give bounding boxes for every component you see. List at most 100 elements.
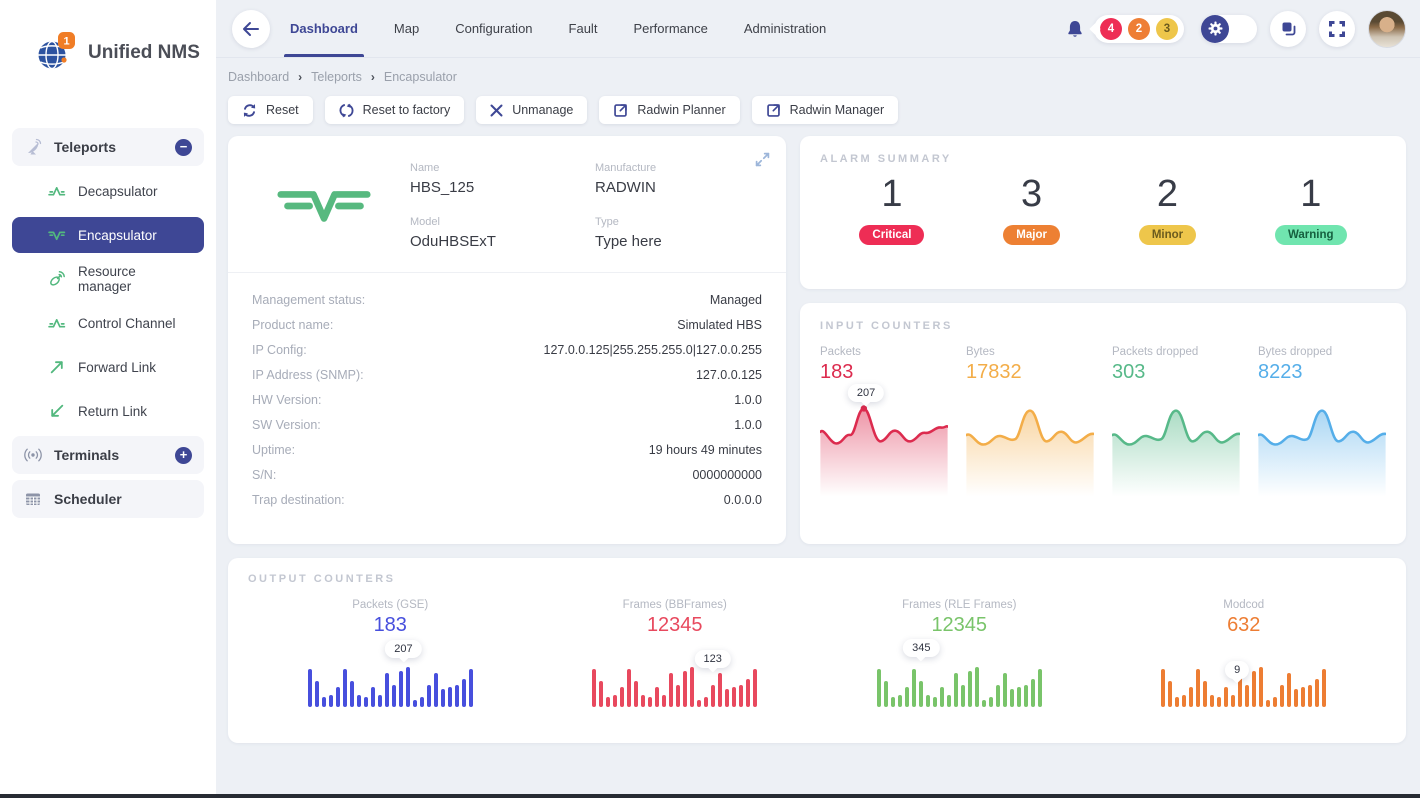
bar <box>1196 669 1201 707</box>
bar-chart: 9 <box>1161 661 1327 707</box>
bar <box>412 700 417 707</box>
bar <box>377 695 382 707</box>
bar <box>613 695 618 707</box>
minor-count-badge[interactable]: 3 <box>1156 17 1178 40</box>
bar <box>1252 671 1257 707</box>
detail-value: 1.0.0 <box>734 417 762 432</box>
alarm-count: 2 <box>1156 173 1179 215</box>
avatar[interactable] <box>1368 9 1406 48</box>
device-detail-row: SW Version: 1.0.0 <box>252 412 762 437</box>
sidebar-item-scheduler[interactable]: Scheduler <box>12 480 204 518</box>
external-link-icon <box>766 103 780 117</box>
detail-value: 1.0.0 <box>734 392 762 407</box>
counter-value: 303 <box>1112 361 1146 383</box>
severity-pill[interactable]: Major <box>1003 224 1060 245</box>
bar <box>974 667 979 707</box>
bar <box>419 697 424 707</box>
detail-label: Product name: <box>252 317 334 332</box>
unmanage-button[interactable]: Unmanage <box>476 96 588 124</box>
tab-dashboard[interactable]: Dashboard <box>284 0 364 57</box>
tab-configuration[interactable]: Configuration <box>455 21 533 36</box>
sidebar-item-teleports[interactable]: Teleports − <box>12 128 204 166</box>
sidebar-item-decapsulator[interactable]: Decapsulator <box>12 173 204 209</box>
counter-label: Frames (BBFrames) <box>622 599 727 611</box>
expand-icon[interactable] <box>755 152 770 172</box>
tab-performance[interactable]: Performance <box>633 21 708 36</box>
globe-logo-icon: 1 <box>38 32 75 70</box>
device-field-type: Type Type here <box>595 216 764 250</box>
alarm-item-major: 3 Major <box>1003 173 1060 245</box>
sidebar-item-forward-link[interactable]: Forward Link <box>12 349 204 385</box>
bar <box>335 687 340 707</box>
topbar-actions: 4 2 3 <box>1064 9 1406 48</box>
layers-icon <box>1282 22 1295 36</box>
sidebar-item-resource-manager[interactable]: Resource manager <box>12 261 204 297</box>
breadcrumb-teleports[interactable]: Teleports <box>311 70 362 84</box>
counter-value: 12345 <box>646 614 703 636</box>
bar <box>1280 685 1285 707</box>
expand-badge[interactable]: + <box>175 446 192 464</box>
card-title: OUTPUT COUNTERS <box>248 573 396 585</box>
sidebar-item-control-channel[interactable]: Control Channel <box>12 305 204 341</box>
reset-to-factory-button[interactable]: Reset to factory <box>324 96 465 124</box>
windows-button[interactable] <box>1270 10 1306 47</box>
bar <box>314 681 319 707</box>
sidebar-item-return-link[interactable]: Return Link <box>12 393 204 429</box>
bar <box>932 697 937 707</box>
tab-administration[interactable]: Administration <box>743 21 827 36</box>
bar <box>1189 687 1194 707</box>
main-content: Dashboard › Teleports › Encapsulator Res… <box>216 58 1420 743</box>
output-counter-column: Frames (BBFrames) 12345 123 <box>533 599 818 707</box>
bell-icon[interactable] <box>1064 18 1086 40</box>
bar <box>641 695 646 707</box>
bar <box>876 669 881 707</box>
refresh-icon <box>243 103 256 117</box>
major-count-badge[interactable]: 2 <box>1128 17 1150 40</box>
bar <box>946 695 951 707</box>
bar <box>697 700 702 707</box>
sidebar-item-label: Return Link <box>78 403 148 419</box>
arrow-left-icon <box>243 21 259 36</box>
logo-badge: 1 <box>63 36 69 48</box>
device-detail-row: HW Version: 1.0.0 <box>252 387 762 412</box>
device-field-manufacture: Manufacture RADWIN <box>595 162 764 196</box>
bar <box>1182 695 1187 707</box>
tab-fault[interactable]: Fault <box>568 21 598 36</box>
bar <box>690 667 695 707</box>
bar <box>307 669 312 707</box>
input-counter-packets: Packets 183 207 <box>819 346 949 511</box>
app-name: Unified NMS <box>88 42 200 63</box>
severity-pill[interactable]: Minor <box>1138 224 1197 245</box>
severity-pill[interactable]: Critical <box>859 224 925 245</box>
fullscreen-button[interactable] <box>1319 10 1355 47</box>
severity-pill[interactable]: Warning <box>1274 224 1347 245</box>
detail-label: HW Version: <box>252 392 322 407</box>
field-value[interactable]: Type here <box>595 233 662 250</box>
settings-toggle[interactable] <box>1201 14 1257 43</box>
topbar: Dashboard Map Configuration Fault Perfor… <box>216 0 1420 58</box>
bar <box>918 681 923 707</box>
bar-chart: 207 <box>307 640 473 707</box>
sidebar-item-terminals[interactable]: Terminals + <box>12 436 204 474</box>
collapse-badge[interactable]: − <box>175 138 192 156</box>
breadcrumb-dashboard[interactable]: Dashboard <box>228 70 290 84</box>
back-button[interactable] <box>232 9 270 48</box>
fullscreen-icon <box>1329 20 1345 37</box>
bar <box>725 689 730 707</box>
sidebar-item-label: Decapsulator <box>78 183 158 199</box>
radwin-manager-button[interactable]: Radwin Manager <box>751 96 899 124</box>
bar <box>1266 700 1271 707</box>
field-value: OduHBSExT <box>410 233 496 250</box>
bar <box>1009 689 1014 707</box>
radwin-planner-button[interactable]: Radwin Planner <box>599 96 740 124</box>
counter-label: Bytes dropped <box>1258 346 1333 358</box>
bar <box>356 695 361 707</box>
reset-button[interactable]: Reset <box>228 96 313 124</box>
sidebar-item-encapsulator[interactable]: Encapsulator <box>12 217 204 253</box>
bar <box>939 687 944 707</box>
device-detail-row: IP Config: 127.0.0.125|255.255.255.0|127.… <box>252 337 762 362</box>
device-detail-row: Product name: Simulated HBS <box>252 312 762 337</box>
tab-map[interactable]: Map <box>393 21 420 36</box>
chart-tooltip: 345 <box>903 639 940 657</box>
critical-count-badge[interactable]: 4 <box>1100 17 1122 40</box>
